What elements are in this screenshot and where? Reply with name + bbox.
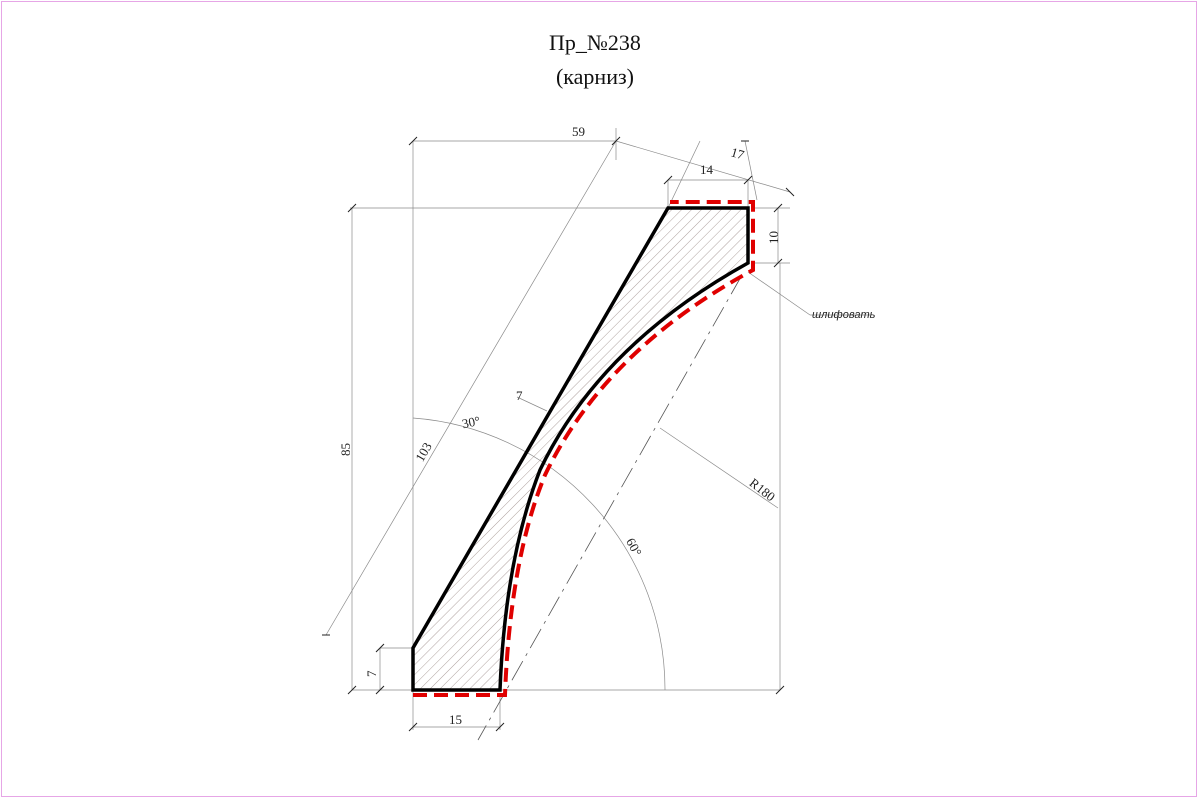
dim-17: 17 xyxy=(729,144,746,162)
dim-7-top: 7 xyxy=(516,388,523,403)
dim-10: 10 xyxy=(766,231,781,244)
dim-85: 85 xyxy=(338,443,353,456)
sanding-note: шлифовать xyxy=(812,309,876,321)
drawing-title: Пр_№238 xyxy=(549,30,641,55)
dim-angle-60: 60° xyxy=(623,535,645,558)
center-line xyxy=(477,274,743,741)
dim-angle-30: 30° xyxy=(461,413,482,431)
profile-section xyxy=(411,206,750,692)
dimension-ticks xyxy=(322,136,795,732)
dim-59: 59 xyxy=(572,124,585,139)
dim-103: 103 xyxy=(412,440,435,464)
dim-14: 14 xyxy=(700,162,714,177)
dim-7-left: 7 xyxy=(364,670,379,677)
drawing-subtitle: (карниз) xyxy=(555,64,634,89)
dim-radius: R180 xyxy=(747,475,778,504)
dim-15: 15 xyxy=(449,712,462,727)
finish-surface-line xyxy=(413,200,755,697)
construction-lines xyxy=(325,128,870,730)
